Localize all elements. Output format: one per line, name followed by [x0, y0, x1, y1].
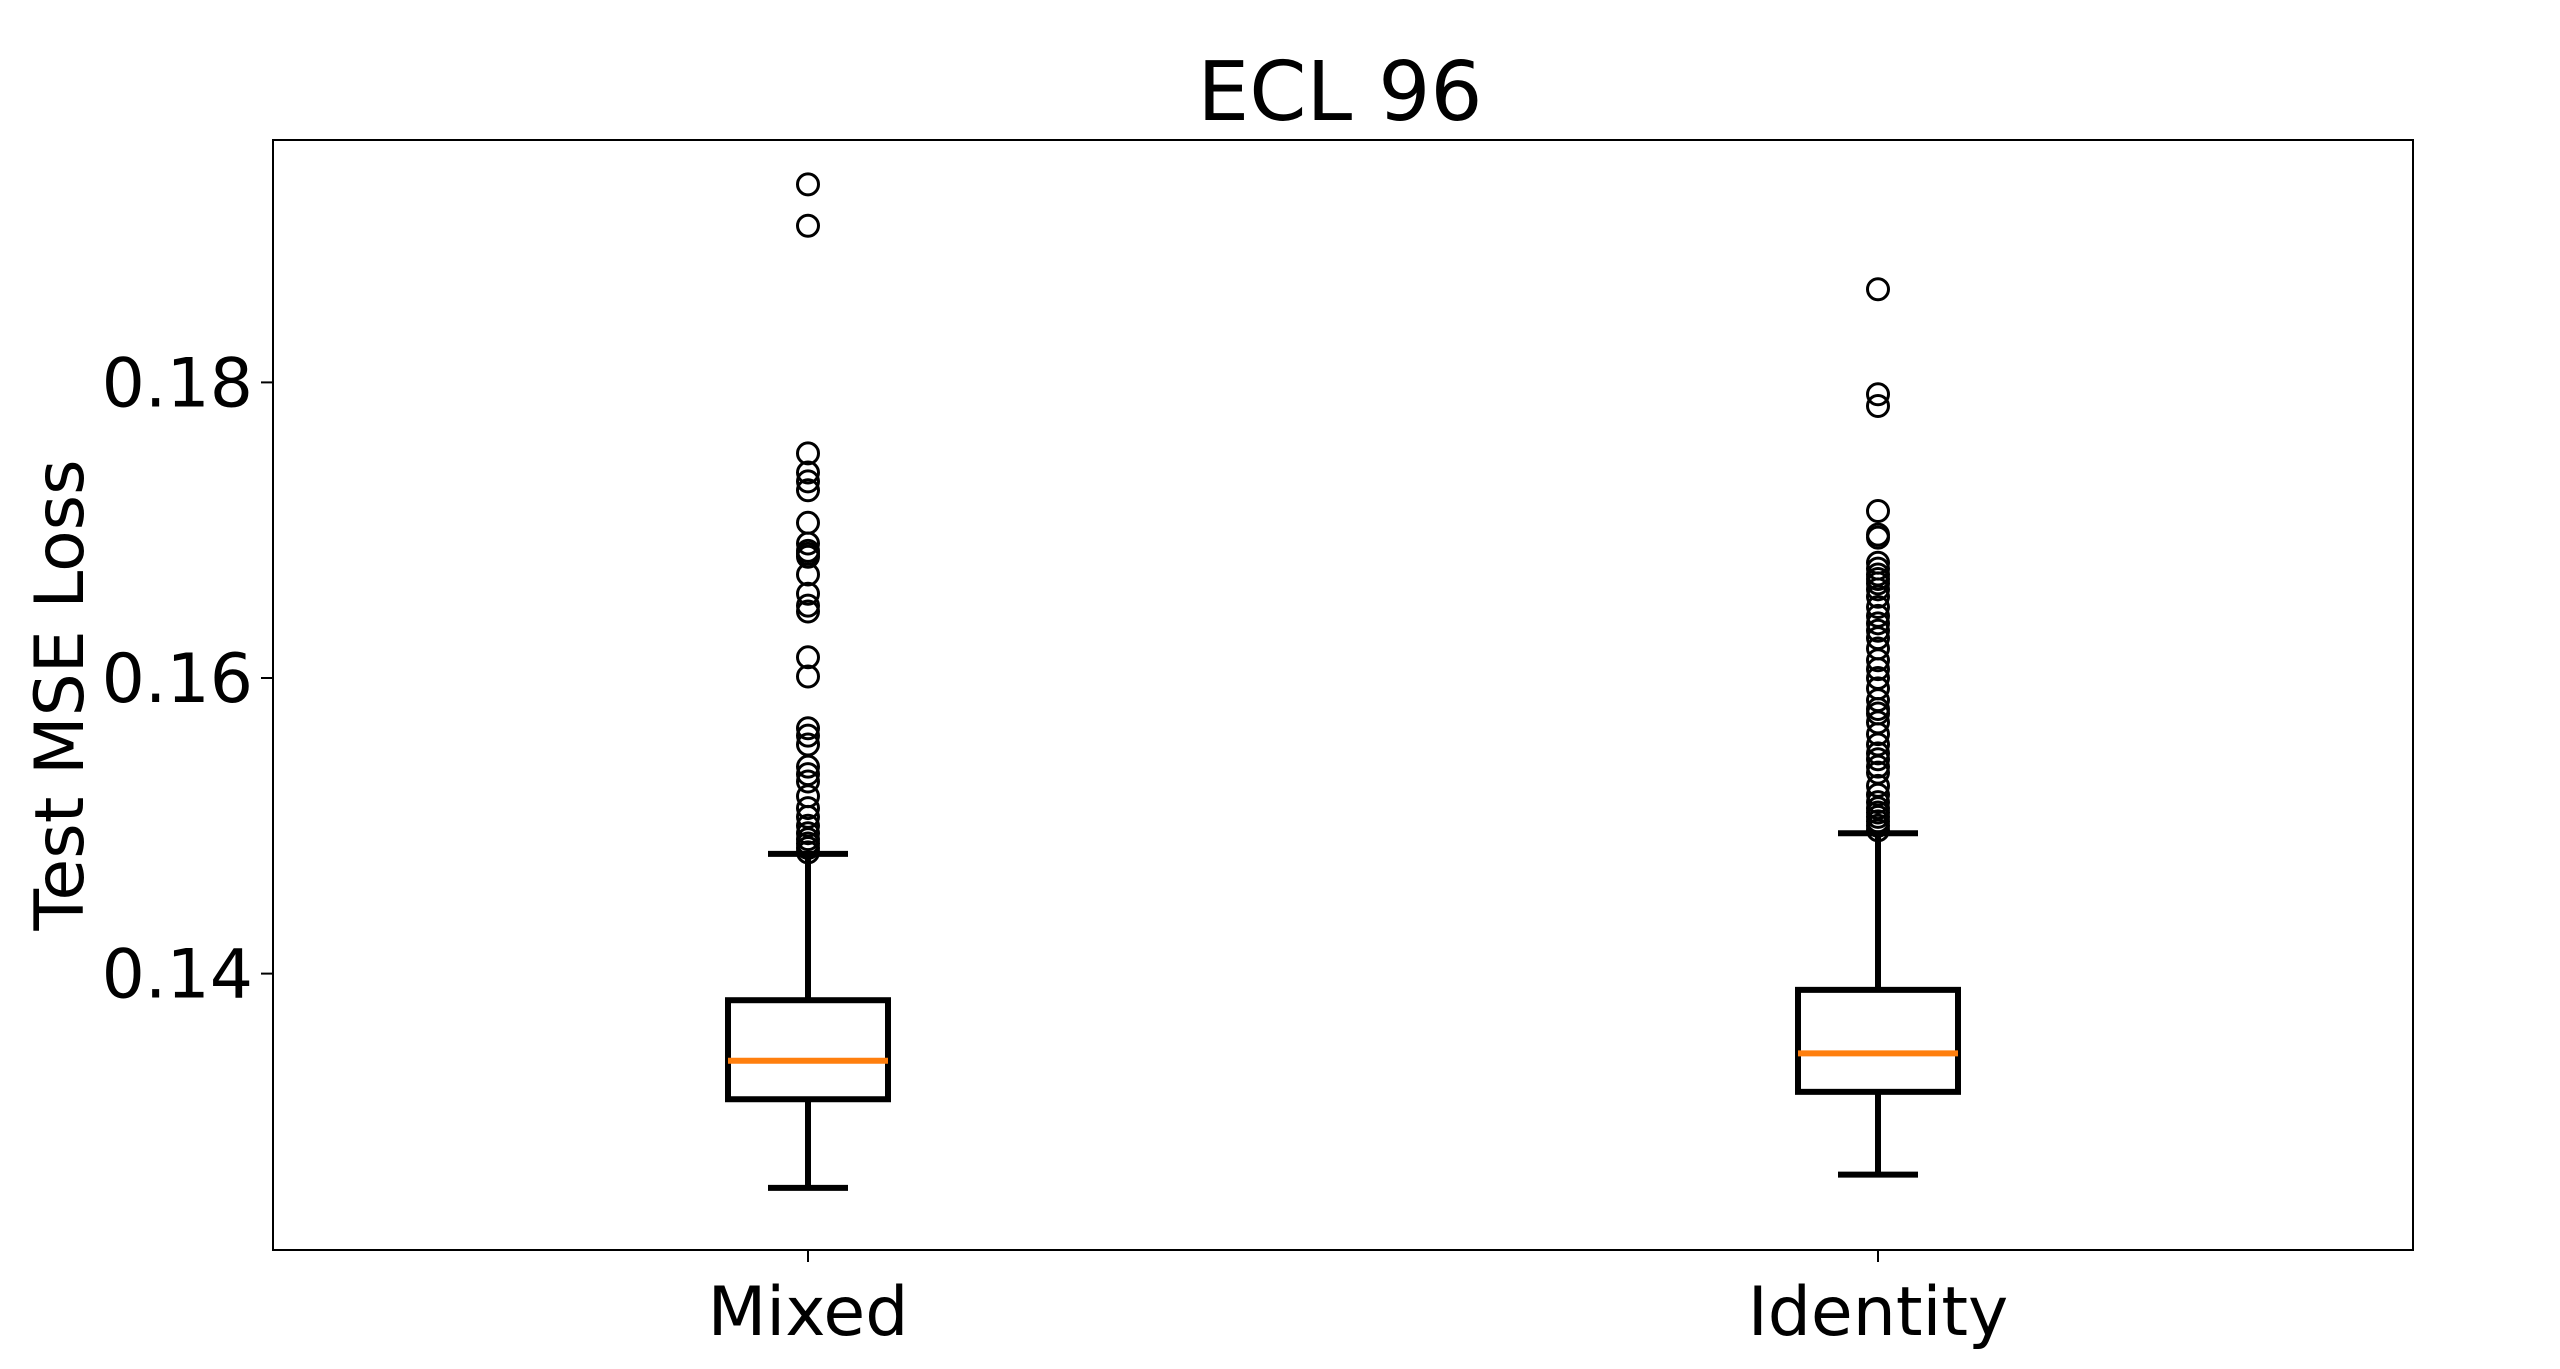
plot-area-frame — [272, 139, 2414, 1251]
y-tick-label: 0.18 — [102, 344, 253, 423]
outlier-point — [1866, 498, 1890, 523]
outlier-point — [796, 840, 820, 865]
iqr-box — [1795, 986, 1961, 1095]
outlier-point — [796, 593, 820, 618]
outlier-point — [1866, 790, 1890, 815]
outlier-point — [1866, 648, 1890, 673]
outlier-point — [796, 510, 820, 535]
outlier-point — [796, 531, 820, 556]
box-mixed — [725, 172, 891, 1191]
outlier-point — [1866, 611, 1890, 636]
outlier-point — [796, 821, 820, 846]
x-tick-label-mixed: Mixed — [708, 1273, 909, 1352]
outlier-point — [796, 172, 820, 197]
outlier-point — [1866, 584, 1890, 609]
outlier-point — [1866, 818, 1890, 843]
outlier-point — [1866, 394, 1890, 419]
y-axis-label: Test MSE Loss — [21, 459, 100, 931]
outlier-point — [1866, 382, 1890, 407]
y-tick-label: 0.14 — [102, 936, 253, 1015]
outlier-point — [796, 599, 820, 624]
outlier-point — [796, 441, 820, 466]
outlier-point — [796, 732, 820, 757]
outlier-point — [1866, 571, 1890, 596]
outlier-point — [796, 562, 820, 587]
outlier-point — [1866, 577, 1890, 602]
outlier-point — [1866, 657, 1890, 682]
outlier-point — [796, 723, 820, 748]
outlier-point — [1866, 754, 1890, 779]
outlier-point — [1866, 722, 1890, 747]
box-series — [725, 172, 1961, 1191]
outlier-point — [796, 645, 820, 670]
outlier-point — [796, 478, 820, 503]
outlier-point — [796, 769, 820, 794]
chart-title: ECL 96 — [1197, 45, 1482, 140]
outlier-point — [796, 796, 820, 821]
outlier-point — [1866, 595, 1890, 620]
outlier-point — [796, 716, 820, 741]
y-tick-label: 0.16 — [102, 640, 253, 719]
x-axis-ticks: Mixed Identity — [708, 1250, 2009, 1352]
outlier-point — [796, 544, 820, 569]
outlier-point — [1866, 741, 1890, 766]
outlier-point — [1866, 525, 1890, 550]
outlier-point — [796, 460, 820, 485]
outlier-point — [796, 469, 820, 494]
x-tick-label-identity: Identity — [1748, 1273, 2009, 1352]
y-axis-ticks: 0.14 0.16 0.18 — [102, 344, 273, 1015]
outlier-point — [796, 581, 820, 606]
box-identity — [1795, 277, 1961, 1178]
outlier-point — [796, 754, 820, 779]
iqr-box — [725, 997, 891, 1103]
outlier-point — [1866, 747, 1890, 772]
outlier-point — [1866, 618, 1890, 643]
outlier-point — [1866, 277, 1890, 302]
outlier-point — [796, 213, 820, 238]
outlier-point — [796, 664, 820, 689]
